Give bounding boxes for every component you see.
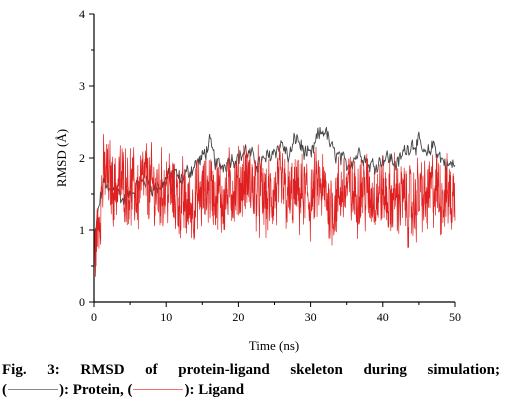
x-tick-label: 40 <box>377 310 389 324</box>
y-tick-label: 4 <box>79 7 85 21</box>
x-tick-label: 0 <box>91 310 97 324</box>
figure-caption: Fig. 3: RMSD of protein-ligand skeleton … <box>2 360 500 400</box>
caption-legend: ( ): Protein, ( ): Ligand <box>2 380 500 400</box>
protein-legend-label: ): Protein, ( <box>59 382 133 398</box>
ligand-legend-label: ): Ligand <box>184 382 245 398</box>
caption-open-paren: ( <box>2 382 7 398</box>
ligand-legend-swatch <box>133 389 184 391</box>
x-axis-label: Time (ns) <box>249 338 299 353</box>
y-tick-label: 1 <box>79 223 85 237</box>
x-tick-label: 30 <box>305 310 317 324</box>
x-tick-label: 50 <box>449 310 461 324</box>
y-axis-label: RMSD (Å) <box>54 129 69 187</box>
caption-title: Fig. 3: RMSD of protein-ligand skeleton … <box>2 362 500 378</box>
x-tick-label: 10 <box>160 310 172 324</box>
x-tick-label: 20 <box>232 310 244 324</box>
y-tick-label: 3 <box>79 79 85 93</box>
protein-legend-swatch <box>8 389 58 391</box>
rmsd-line-chart: 0 10 20 30 40 50 0 1 2 3 4 RMSD (Å) Time (ns) <box>54 7 461 353</box>
plot-series-group <box>93 126 456 277</box>
y-tick-label: 2 <box>79 151 85 165</box>
y-tick-label: 0 <box>79 295 85 309</box>
series-line-ligand <box>93 133 456 277</box>
axes-group: 0 10 20 30 40 50 0 1 2 3 4 <box>79 7 461 324</box>
